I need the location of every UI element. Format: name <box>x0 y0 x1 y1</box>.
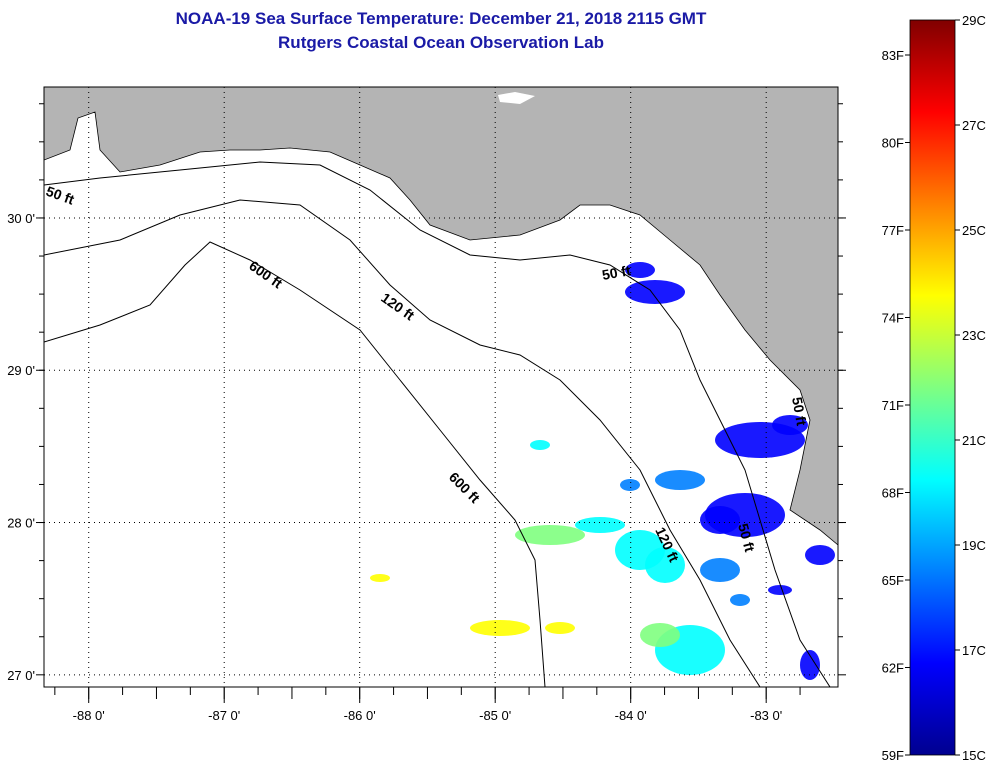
lon-tick-label: -87 0' <box>208 708 240 723</box>
contour-label: 50 ft <box>789 396 810 427</box>
colorbar-c-label: 19C <box>962 538 986 553</box>
sst-patch <box>625 262 655 278</box>
sst-patch <box>625 280 685 304</box>
colorbar-f-label: 65F <box>882 573 904 588</box>
colorbar-c-label: 15C <box>962 748 986 763</box>
colorbar-f-label: 77F <box>882 223 904 238</box>
sst-patch <box>700 506 740 534</box>
lon-tick-label: -84 0' <box>615 708 647 723</box>
map-title: NOAA-19 Sea Surface Temperature: Decembe… <box>175 9 707 28</box>
sst-patches <box>370 262 835 680</box>
colorbar-c-label: 17C <box>962 643 986 658</box>
colorbar-f-label: 68F <box>882 486 904 501</box>
sst-patch <box>645 547 685 583</box>
map-frame <box>43 86 839 688</box>
contour-120ft <box>44 199 761 687</box>
sst-patch <box>545 622 575 634</box>
contour-50ft <box>44 161 831 687</box>
sst-patch <box>730 594 750 606</box>
sst-patch <box>575 517 625 533</box>
white-lake <box>498 92 535 104</box>
map-subtitle: Rutgers Coastal Ocean Observation Lab <box>278 33 604 52</box>
colorbar-f-label: 80F <box>882 136 904 151</box>
sst-patch <box>640 623 680 647</box>
colorbar-c-label: 23C <box>962 328 986 343</box>
contour-label: 50 ft <box>735 522 758 554</box>
colorbar-c-label: 27C <box>962 118 986 133</box>
lat-tick-label: 30 0' <box>7 211 35 226</box>
sst-patch <box>800 650 820 680</box>
sst-patch <box>772 415 808 435</box>
lon-tick-label: -86 0' <box>344 708 376 723</box>
colorbar-f-label: 62F <box>882 661 904 676</box>
lat-tick-label: 27 0' <box>7 668 35 683</box>
sst-patch <box>470 620 530 636</box>
lat-tick-label: 29 0' <box>7 363 35 378</box>
colorbar-c-label: 29C <box>962 13 986 28</box>
sst-patch <box>768 585 792 595</box>
lon-tick-label: -88 0' <box>73 708 105 723</box>
lon-tick-label: -85 0' <box>479 708 511 723</box>
colorbar-c-label: 25C <box>962 223 986 238</box>
colorbar-c-label: 21C <box>962 433 986 448</box>
colorbar-f-label: 74F <box>882 311 904 326</box>
sst-patch <box>620 479 640 491</box>
sst-patch <box>530 440 550 450</box>
lon-tick-label: -83 0' <box>750 708 782 723</box>
sst-patch <box>700 558 740 582</box>
sst-patch <box>805 545 835 565</box>
contour-label: 50 ft <box>601 262 632 283</box>
colorbar <box>909 19 956 756</box>
sst-patch <box>370 574 390 582</box>
sst-patch <box>655 470 705 490</box>
colorbar-f-label: 59F <box>882 748 904 763</box>
sst-patch <box>515 525 585 545</box>
contour-600ft <box>44 241 546 687</box>
colorbar-f-label: 83F <box>882 48 904 63</box>
lat-tick-label: 28 0' <box>7 516 35 531</box>
colorbar-f-label: 71F <box>882 398 904 413</box>
